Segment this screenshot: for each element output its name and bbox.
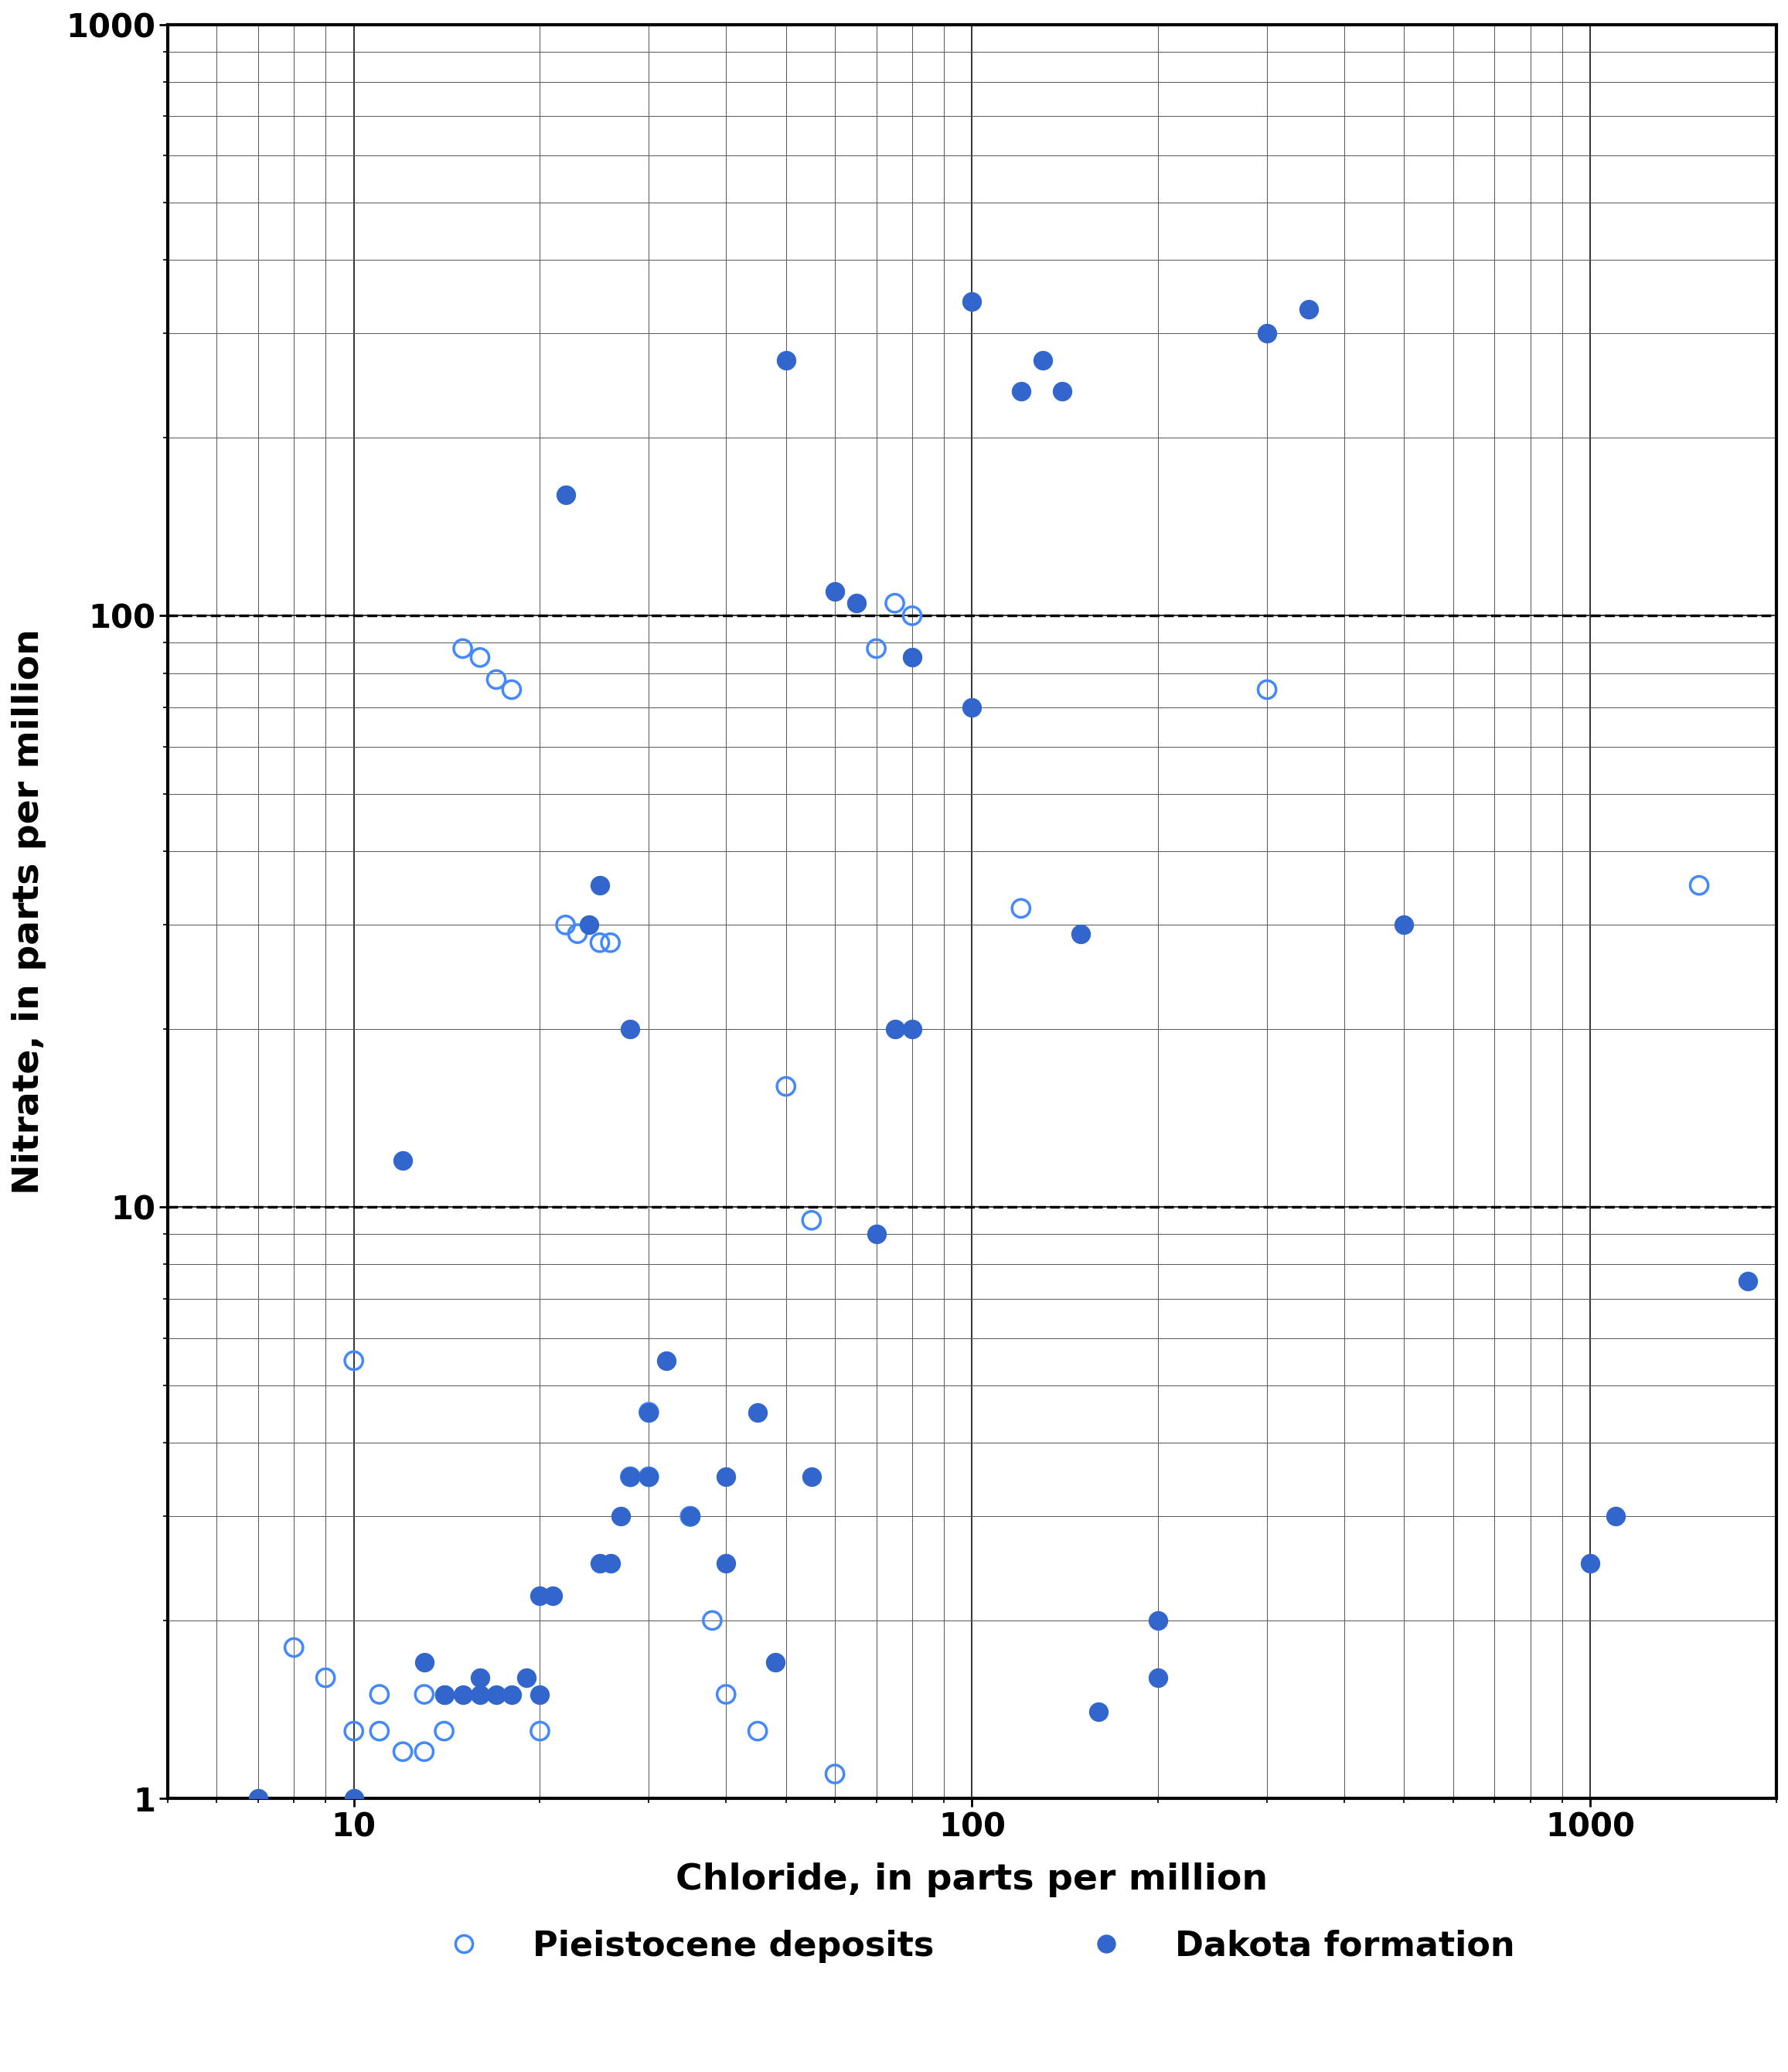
Point bbox=[635, 1397, 663, 1430]
Point bbox=[697, 1604, 726, 1637]
Point bbox=[526, 1579, 554, 1612]
Point bbox=[511, 1662, 540, 1695]
Point bbox=[958, 284, 987, 317]
Point bbox=[449, 632, 477, 665]
Point bbox=[1007, 891, 1035, 924]
Point bbox=[1602, 1500, 1631, 1533]
Point bbox=[880, 586, 908, 620]
Point bbox=[772, 344, 801, 377]
Point bbox=[617, 1461, 645, 1494]
Point bbox=[465, 1678, 493, 1711]
Legend: Pieistocene deposits, Dakota formation: Pieistocene deposits, Dakota formation bbox=[417, 1917, 1529, 1977]
Point bbox=[429, 1678, 458, 1711]
Point bbox=[574, 908, 603, 941]
Point bbox=[1084, 1695, 1112, 1728]
Point bbox=[595, 1546, 624, 1579]
Point bbox=[862, 1218, 890, 1251]
Point bbox=[585, 868, 613, 901]
Point bbox=[676, 1500, 704, 1533]
Point bbox=[635, 1461, 663, 1494]
Point bbox=[635, 1397, 663, 1430]
Point bbox=[1575, 1546, 1604, 1579]
Point bbox=[712, 1678, 740, 1711]
Point bbox=[676, 1500, 704, 1533]
X-axis label: Chloride, in parts per million: Chloride, in parts per million bbox=[676, 1863, 1268, 1898]
Point bbox=[760, 1645, 789, 1678]
Point bbox=[409, 1678, 438, 1711]
Point bbox=[585, 1546, 613, 1579]
Point bbox=[712, 1546, 740, 1579]
Point bbox=[551, 479, 579, 512]
Point bbox=[842, 586, 871, 620]
Point bbox=[409, 1734, 438, 1767]
Point bbox=[429, 1714, 458, 1747]
Point bbox=[1684, 868, 1713, 901]
Point bbox=[617, 1461, 645, 1494]
Point bbox=[1067, 918, 1096, 951]
Point bbox=[585, 926, 613, 959]
Point bbox=[243, 1782, 272, 1815]
Point bbox=[898, 599, 926, 632]
Point bbox=[483, 663, 511, 696]
Point bbox=[880, 1013, 908, 1046]
Point bbox=[1007, 375, 1035, 408]
Point bbox=[538, 1579, 567, 1612]
Point bbox=[465, 640, 493, 673]
Point bbox=[712, 1461, 740, 1494]
Point bbox=[497, 1678, 526, 1711]
Point bbox=[653, 1345, 681, 1378]
Point bbox=[388, 1734, 417, 1767]
Point bbox=[606, 1500, 635, 1533]
Y-axis label: Nitrate, in parts per million: Nitrate, in parts per million bbox=[11, 628, 46, 1193]
Point bbox=[1330, 1809, 1359, 1842]
Point bbox=[1028, 344, 1057, 377]
Point bbox=[551, 908, 579, 941]
Point bbox=[1253, 673, 1282, 707]
Point bbox=[772, 1069, 801, 1102]
Point bbox=[1734, 1264, 1763, 1297]
Point bbox=[797, 1461, 826, 1494]
Point bbox=[617, 1013, 645, 1046]
Point bbox=[1389, 908, 1418, 941]
Point bbox=[862, 632, 890, 665]
Point bbox=[1144, 1604, 1173, 1637]
Point bbox=[595, 926, 624, 959]
Point bbox=[465, 1662, 493, 1695]
Point bbox=[635, 1461, 663, 1494]
Point bbox=[1144, 1662, 1173, 1695]
Point bbox=[563, 918, 592, 951]
Point bbox=[1295, 292, 1323, 325]
Point bbox=[483, 1678, 511, 1711]
Point bbox=[526, 1714, 554, 1747]
Point bbox=[821, 574, 849, 607]
Point bbox=[744, 1397, 772, 1430]
Point bbox=[388, 1144, 417, 1177]
Point bbox=[744, 1714, 772, 1747]
Point bbox=[409, 1645, 438, 1678]
Point bbox=[365, 1678, 393, 1711]
Point bbox=[526, 1678, 554, 1711]
Point bbox=[340, 1714, 368, 1747]
Point bbox=[1253, 317, 1282, 350]
Point bbox=[311, 1662, 340, 1695]
Point bbox=[1048, 375, 1076, 408]
Point bbox=[365, 1714, 393, 1747]
Point bbox=[797, 1204, 826, 1237]
Point bbox=[497, 673, 526, 707]
Point bbox=[429, 1678, 458, 1711]
Point bbox=[676, 1500, 704, 1533]
Point bbox=[449, 1678, 477, 1711]
Point bbox=[279, 1631, 308, 1664]
Point bbox=[821, 1757, 849, 1790]
Point bbox=[340, 1345, 368, 1378]
Point bbox=[898, 640, 926, 673]
Point bbox=[958, 690, 987, 723]
Point bbox=[340, 1782, 368, 1815]
Point bbox=[898, 1013, 926, 1046]
